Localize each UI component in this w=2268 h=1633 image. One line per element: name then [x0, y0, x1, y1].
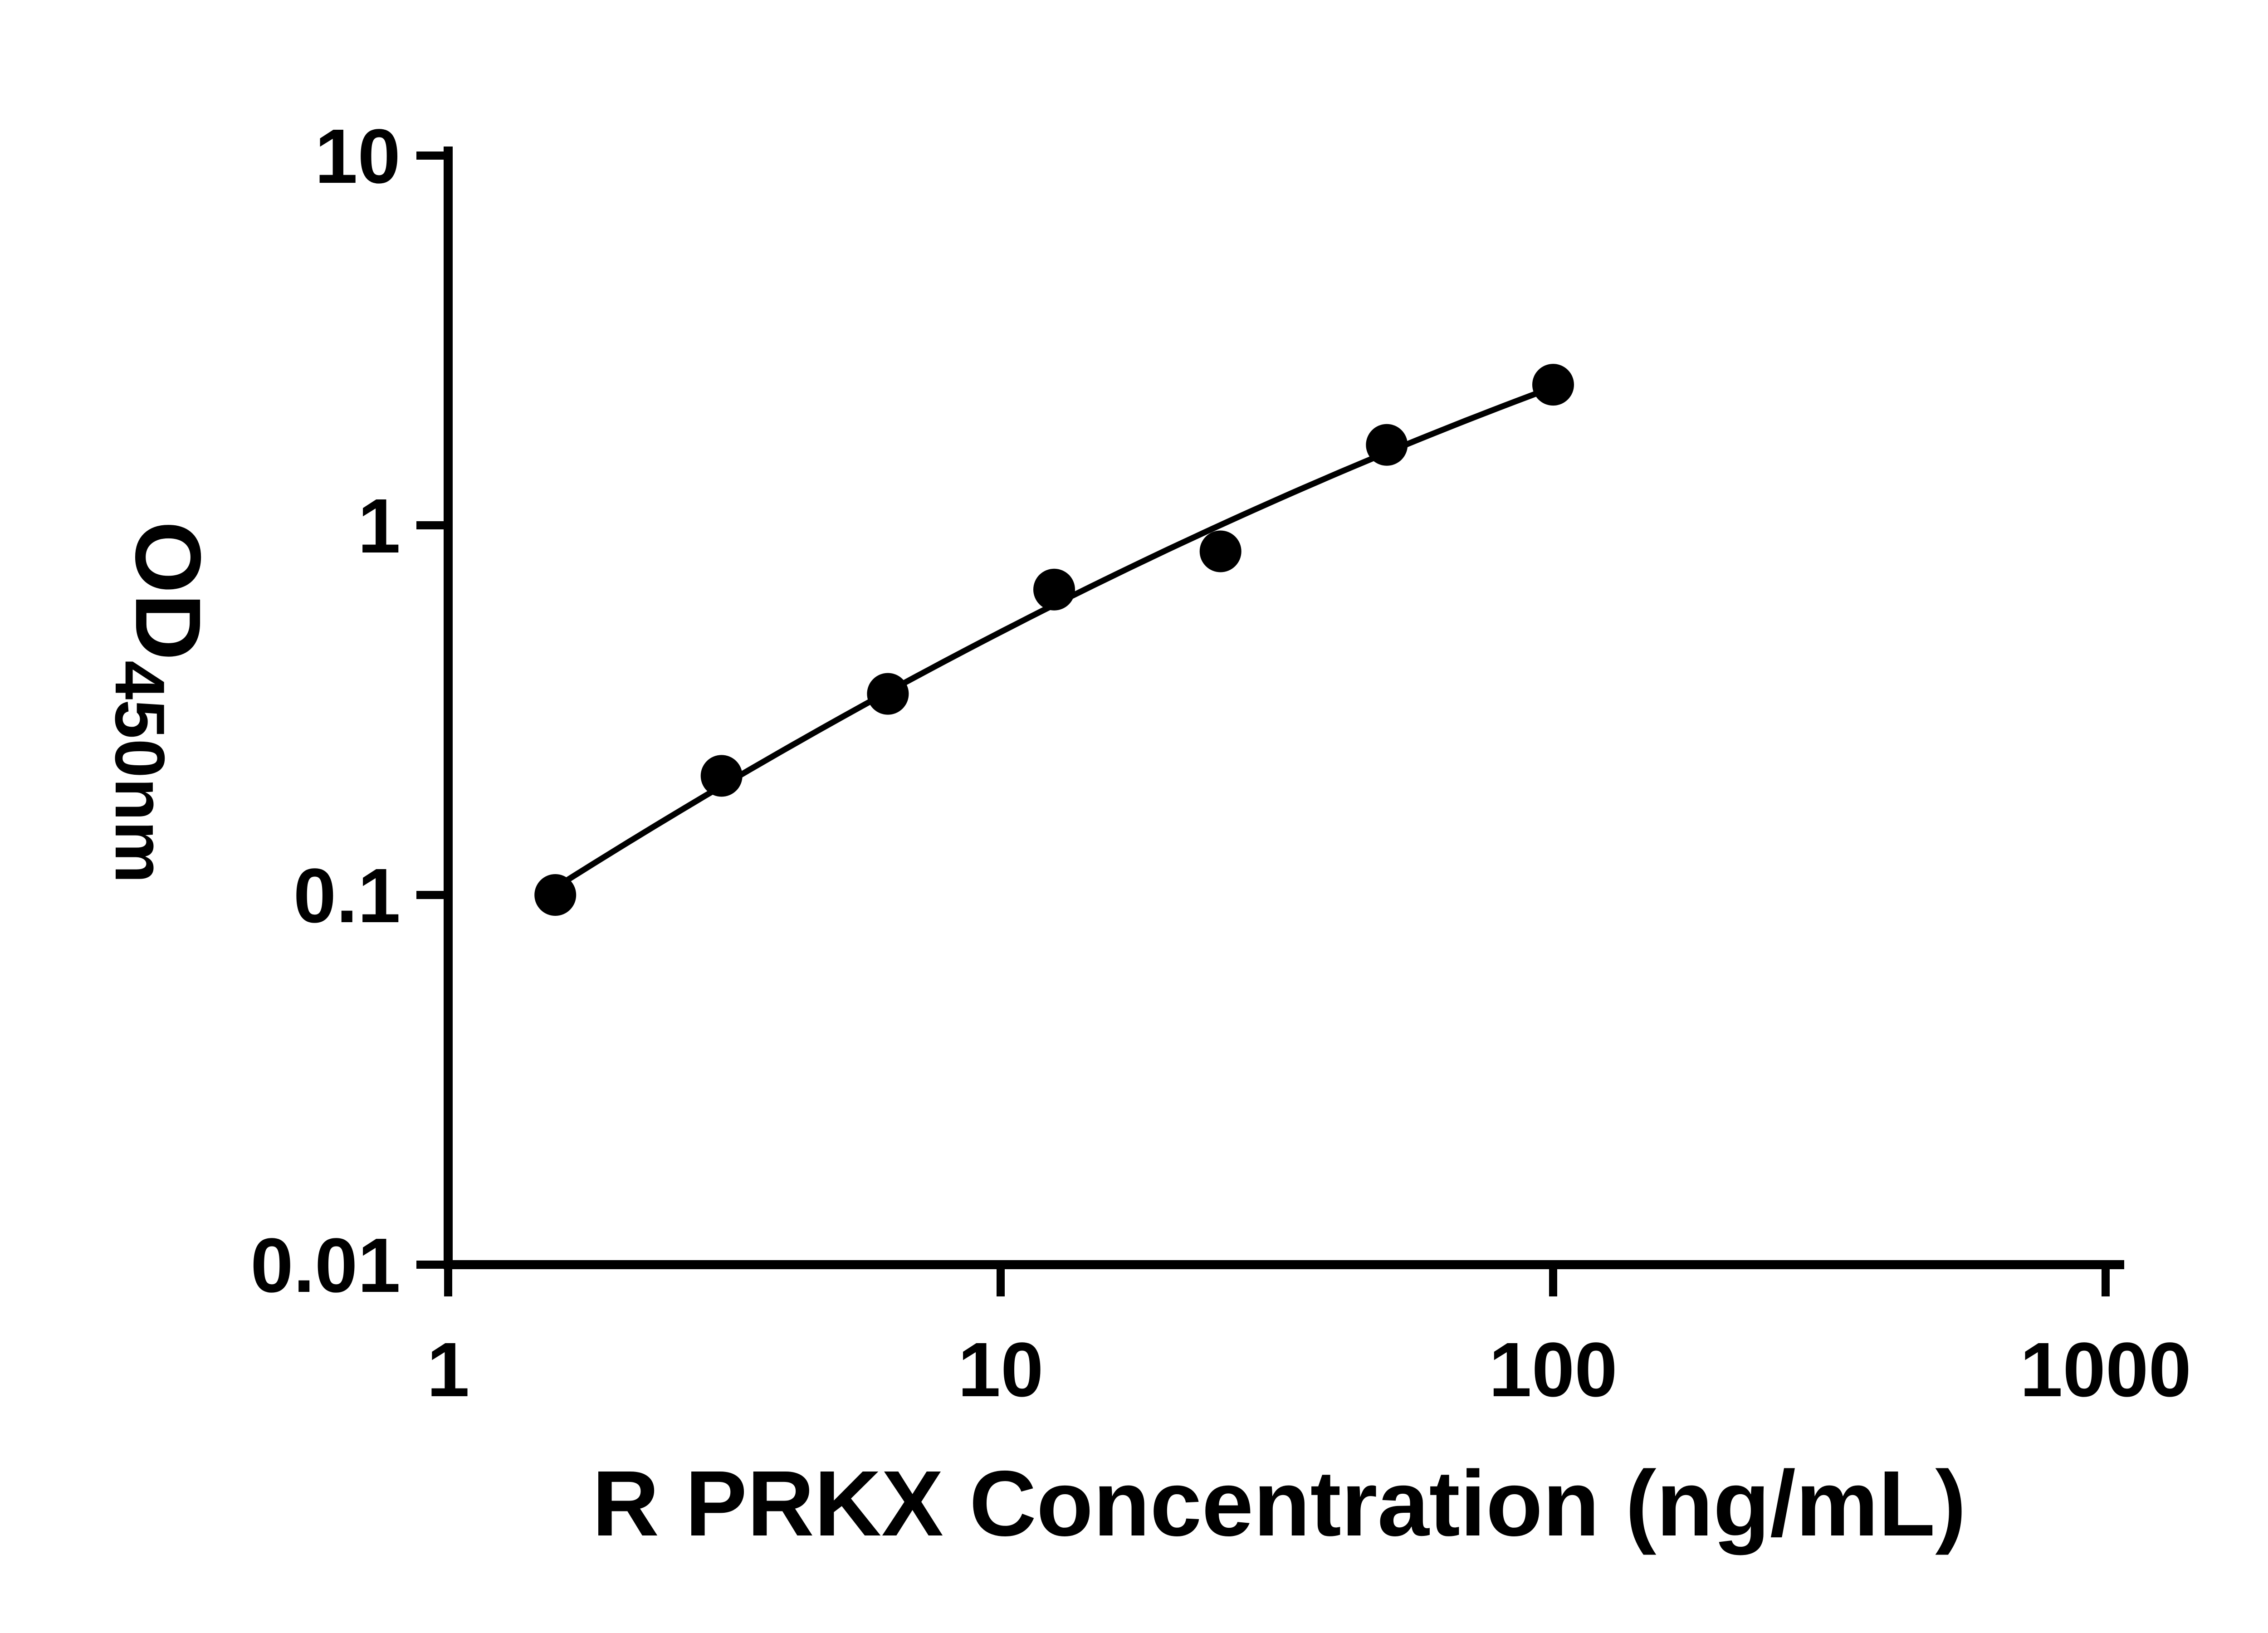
x-axis-title: R PRKX Concentration (ng/mL) — [592, 1452, 1966, 1555]
x-tick-label: 10 — [958, 1327, 1043, 1413]
y-axis-title-main: OD — [116, 521, 220, 661]
y-tick-label: 10 — [315, 113, 401, 200]
data-points — [534, 364, 1574, 916]
data-point — [1199, 530, 1242, 572]
x-ticks — [444, 1265, 2110, 1296]
x-tick-labels: 1 10 100 1000 — [427, 1327, 2191, 1413]
y-axis-title: OD450nm — [101, 521, 220, 884]
data-point — [534, 874, 577, 916]
data-point — [1033, 568, 1075, 611]
x-tick-label: 100 — [1489, 1327, 1618, 1413]
y-tick-label: 1 — [357, 483, 401, 569]
data-point — [700, 755, 743, 797]
x-axis-title-text: R PRKX Concentration (ng/mL) — [592, 1452, 1966, 1555]
y-tick-label: 0.1 — [293, 853, 401, 939]
data-point — [1532, 364, 1574, 406]
axes-frame — [444, 147, 2124, 1269]
x-tick-label: 1 — [427, 1327, 470, 1413]
x-tick-label: 1000 — [2020, 1327, 2191, 1413]
data-point — [867, 673, 909, 715]
y-tick-label: 0.01 — [250, 1222, 401, 1309]
y-ticks — [416, 152, 448, 1269]
fit-curve — [552, 384, 1556, 891]
y-axis-title-subscript: 450nm — [101, 660, 179, 883]
data-point — [1366, 424, 1408, 466]
y-tick-labels: 0.01 0.1 1 10 — [250, 113, 401, 1309]
